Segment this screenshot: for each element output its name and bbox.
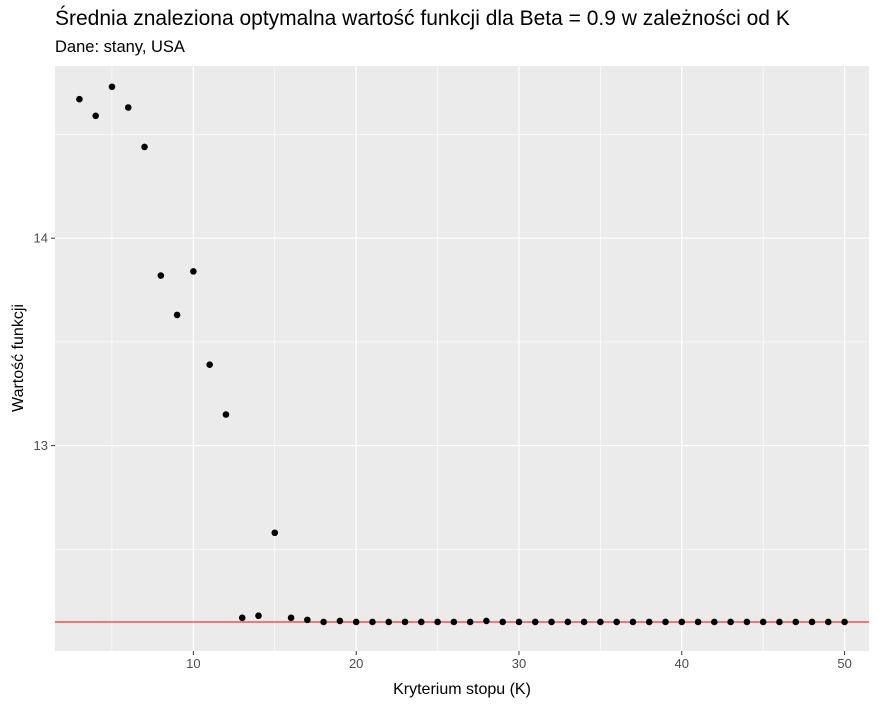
data-point <box>385 618 393 626</box>
data-point <box>222 411 230 418</box>
x-tick-label: 10 <box>186 656 200 671</box>
x-axis-title: Kryterium stopu (K) <box>393 681 531 698</box>
data-point <box>466 618 474 626</box>
data-point <box>531 618 539 626</box>
data-point <box>792 618 800 626</box>
data-point <box>597 618 604 626</box>
data-point <box>108 83 116 91</box>
y-axis-title: Wartość funkcji <box>10 304 27 412</box>
data-point <box>743 618 751 626</box>
data-point <box>515 618 523 626</box>
data-point <box>173 311 181 319</box>
data-point <box>157 272 165 279</box>
data-point <box>483 617 490 625</box>
data-point <box>841 618 848 626</box>
data-point <box>694 618 702 626</box>
data-point <box>320 618 327 626</box>
data-point <box>450 618 458 626</box>
data-point <box>418 618 425 626</box>
data-point <box>206 361 213 369</box>
x-tick-label: 40 <box>675 656 689 671</box>
minor-gridlines <box>55 66 869 651</box>
data-point <box>825 618 832 626</box>
data-point <box>727 618 734 626</box>
x-axis: 10 20 30 40 50 <box>186 651 852 671</box>
x-tick-label: 20 <box>349 656 363 671</box>
y-tick-label: 14 <box>34 231 48 246</box>
data-point <box>776 618 783 626</box>
chart-title: Średnia znaleziona optymalna wartość fun… <box>55 7 790 30</box>
data-point <box>711 618 718 626</box>
data-point <box>271 529 279 537</box>
y-tick-label: 13 <box>34 438 48 453</box>
data-point <box>678 618 686 626</box>
data-point <box>808 618 816 626</box>
data-point <box>190 268 197 275</box>
data-point <box>304 616 311 624</box>
data-point <box>645 618 653 626</box>
data-point <box>76 95 83 103</box>
x-tick-label: 50 <box>837 656 851 671</box>
data-point <box>336 617 344 625</box>
y-axis: 13 14 <box>34 231 55 453</box>
data-point <box>141 143 148 151</box>
data-point <box>92 112 99 120</box>
data-point <box>759 618 767 626</box>
plot-panel <box>55 66 869 651</box>
data-point <box>124 104 132 111</box>
data-point <box>255 612 262 620</box>
data-point <box>548 618 555 626</box>
data-point <box>629 618 637 626</box>
data-point <box>369 618 376 626</box>
data-point <box>238 614 246 622</box>
data-point <box>564 618 572 626</box>
data-points <box>76 83 848 626</box>
data-point <box>287 614 295 622</box>
chart-subtitle: Dane: stany, USA <box>55 38 185 56</box>
data-point <box>499 618 507 626</box>
data-point <box>662 618 669 626</box>
data-point <box>352 618 360 626</box>
x-tick-label: 30 <box>512 656 526 671</box>
data-point <box>401 618 409 626</box>
data-point <box>613 618 620 626</box>
major-gridlines <box>55 66 869 651</box>
data-point <box>580 618 588 626</box>
data-point <box>434 618 441 626</box>
